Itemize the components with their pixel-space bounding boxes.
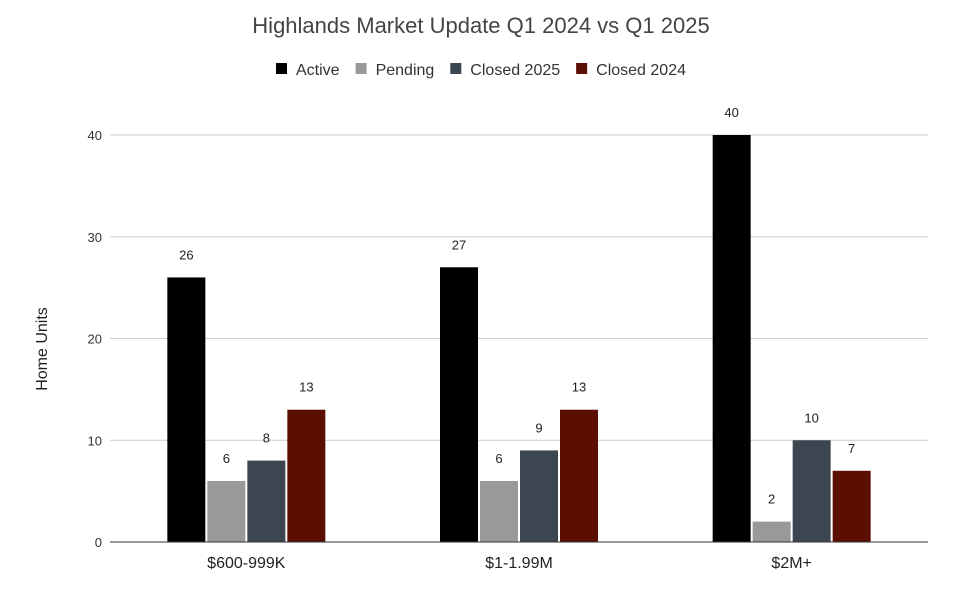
data-label: 7 <box>848 441 855 456</box>
bar <box>247 460 286 542</box>
data-label: 2 <box>768 492 775 507</box>
y-tick-label: 0 <box>95 535 102 550</box>
legend-label: Closed 2025 <box>470 62 560 79</box>
bar <box>287 409 326 542</box>
data-label: 40 <box>724 105 738 120</box>
y-axis-ticks: 0 10 20 30 40 <box>88 128 102 550</box>
bar <box>560 409 598 542</box>
legend-item: Closed 2025 <box>450 62 560 79</box>
bar <box>832 470 871 542</box>
bar <box>520 450 558 542</box>
legend-swatch <box>450 63 462 74</box>
legend-item: Pending <box>355 62 435 79</box>
x-tick-label: $600-999K <box>207 555 286 572</box>
y-axis-label: Home Units <box>34 307 51 391</box>
legend-label: Active <box>296 62 340 79</box>
x-axis-ticks: $600-999K $1-1.99M $2M+ <box>207 555 812 572</box>
data-label: 8 <box>263 431 270 446</box>
bars <box>167 135 871 542</box>
data-label: 6 <box>223 451 230 466</box>
bar <box>712 135 751 542</box>
legend-swatch <box>276 63 288 74</box>
legend-item: Active <box>276 62 340 79</box>
x-tick-label: $1-1.99M <box>485 555 553 572</box>
legend-swatch <box>355 63 367 74</box>
y-tick-label: 40 <box>88 128 102 143</box>
value-labels: 26 6 8 13 27 6 9 13 40 2 10 7 <box>179 105 855 507</box>
chart-title: Highlands Market Update Q1 2024 vs Q1 20… <box>252 13 709 38</box>
data-label: 9 <box>535 420 542 435</box>
data-label: 10 <box>804 410 818 425</box>
bar <box>207 480 246 542</box>
bar <box>752 521 791 542</box>
bar <box>792 440 831 542</box>
legend-label: Closed 2024 <box>596 62 686 79</box>
data-label: 13 <box>299 380 313 395</box>
bar <box>167 277 206 542</box>
legend-item: Closed 2024 <box>576 62 686 79</box>
y-tick-label: 30 <box>88 230 102 245</box>
y-tick-label: 20 <box>88 332 102 347</box>
data-label: 13 <box>572 380 586 395</box>
data-label: 27 <box>452 237 466 252</box>
y-tick-label: 10 <box>88 433 102 448</box>
x-tick-label: $2M+ <box>771 555 811 572</box>
bar <box>480 480 518 542</box>
legend: Active Pending Closed 2025 Closed 2024 <box>276 62 686 79</box>
gridlines <box>110 134 928 441</box>
legend-label: Pending <box>376 62 435 79</box>
data-label: 6 <box>495 451 502 466</box>
legend-swatch <box>576 63 588 74</box>
bar <box>440 267 478 542</box>
data-label: 26 <box>179 247 193 262</box>
